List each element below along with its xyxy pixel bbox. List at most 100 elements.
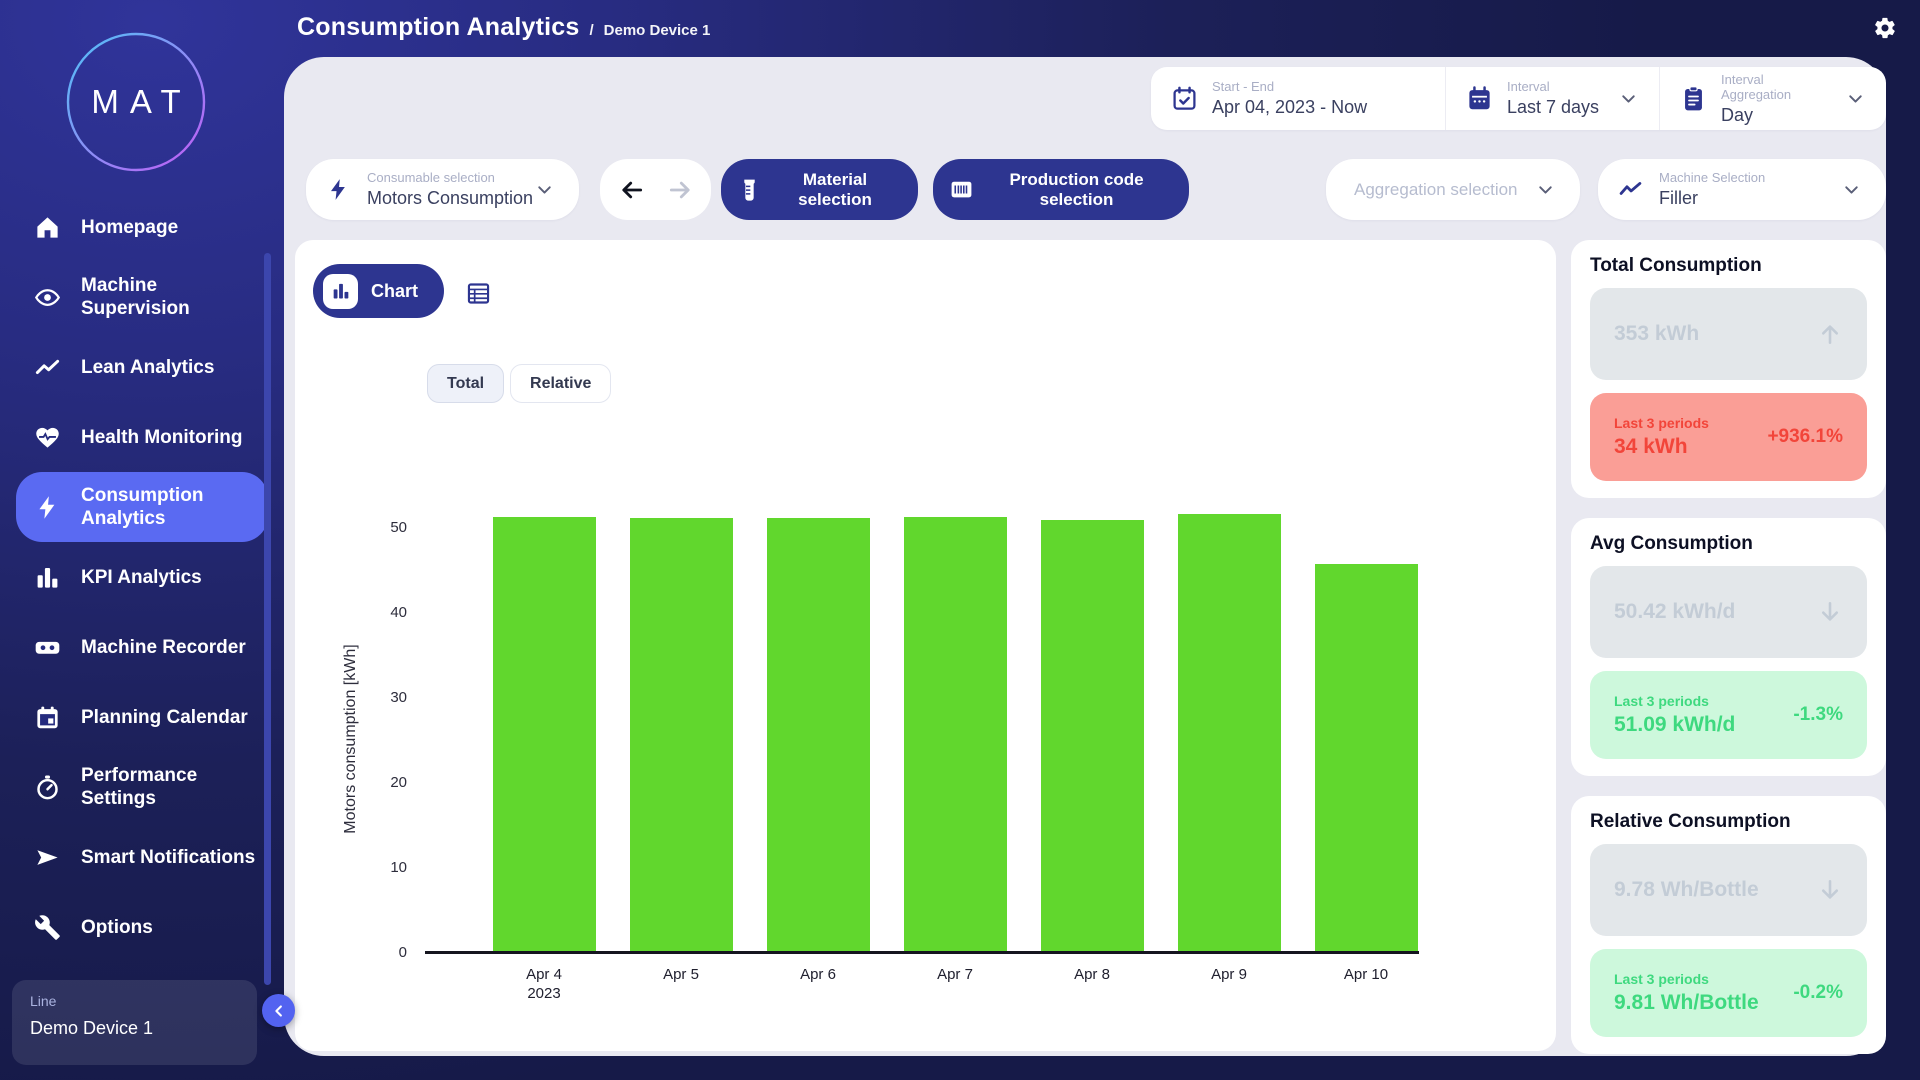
material-selection-label: Material selection (798, 169, 872, 209)
stat-card-total-consumption: Total Consumption 353 kWh Last 3 periods 34… (1571, 240, 1886, 498)
arrow-down-icon (1817, 599, 1843, 625)
y-tick-0: 0 (398, 944, 407, 961)
aggregation-selection-dropdown[interactable]: Aggregation selection (1326, 159, 1580, 220)
machine-line-icon (1618, 177, 1643, 202)
sidebar-item-machine-supervision[interactable]: Machine Supervision (16, 262, 268, 332)
time-filter-card: Start - End Apr 04, 2023 - Now Interval … (1151, 67, 1886, 130)
machine-selection-dropdown[interactable]: Machine Selection Filler (1598, 159, 1886, 220)
wrench-icon (34, 914, 61, 941)
toggle-total[interactable]: Total (427, 364, 505, 403)
breadcrumb-separator: / (589, 22, 594, 39)
eye-icon (34, 284, 61, 311)
bar-apr-8[interactable] (1040, 519, 1144, 953)
barcode-icon (949, 177, 974, 202)
stat-delta-percent: +936.1% (1767, 426, 1843, 447)
stat-current-value: 9.78 Wh/Bottle (1614, 878, 1759, 901)
date-range-label: Start - End (1212, 79, 1275, 94)
chart-card: Chart Total Relative Motors consumption [… (295, 240, 1556, 1051)
sidebar-item-label: Planning Calendar (81, 706, 248, 728)
toggle-relative[interactable]: Relative (510, 364, 612, 403)
sidebar-item-homepage[interactable]: Homepage (16, 192, 268, 262)
stat-delta-label: Last 3 periods (1614, 693, 1709, 709)
chevron-down-icon (1618, 88, 1639, 109)
sidebar-item-health-monitoring[interactable]: Health Monitoring (16, 402, 268, 472)
machine-selection-label: Machine Selection (1659, 170, 1766, 185)
stat-delta-percent: -1.3% (1793, 704, 1843, 725)
chart-view-label: Chart (371, 280, 419, 301)
production-code-selection-button[interactable]: Production code selection (933, 159, 1189, 220)
logo-text: MAT (91, 83, 192, 120)
consumable-selection-dropdown[interactable]: Consumable selection Motors Consumption (306, 159, 579, 220)
sidebar-scrollbar[interactable] (264, 253, 271, 985)
machine-selection-value: Filler (1659, 188, 1698, 208)
sidebar-item-options[interactable]: Options (16, 892, 268, 962)
stat-delta-box: Last 3 periods 51.09 kWh/d -1.3% (1590, 671, 1867, 759)
interval-label: Interval (1507, 79, 1550, 94)
settings-gear-icon[interactable] (1873, 16, 1897, 40)
interval-field[interactable]: Interval Last 7 days (1445, 67, 1659, 130)
interval-aggregation-value: Day (1721, 104, 1754, 125)
chevron-down-icon (1841, 179, 1862, 200)
consumable-selection-value: Motors Consumption (367, 188, 534, 208)
bar-chart-icon (323, 273, 358, 309)
bar-apr-4[interactable] (492, 516, 596, 953)
x-tick-apr-5: Apr 5 (663, 966, 699, 983)
interval-aggregation-field[interactable]: Interval Aggregation Day (1659, 67, 1886, 130)
device-card[interactable]: Line Demo Device 1 (12, 980, 257, 1065)
bar-apr-5[interactable] (629, 517, 733, 953)
stat-delta-value: 9.81 Wh/Bottle (1614, 991, 1759, 1014)
material-selection-button[interactable]: Material selection (721, 159, 918, 220)
y-tick-20: 20 (390, 774, 407, 791)
recorder-icon (34, 634, 61, 661)
stats-column: Total Consumption 353 kWh Last 3 periods 34… (1571, 240, 1886, 1054)
bar-apr-7[interactable] (903, 516, 1007, 953)
sidebar-item-consumption-analytics[interactable]: Consumption Analytics (16, 472, 268, 542)
stat-delta-box: Last 3 periods 9.81 Wh/Bottle -0.2% (1590, 949, 1867, 1037)
sidebar-item-label: Performance Settings (81, 765, 198, 809)
calendar-icon (1466, 85, 1493, 112)
x-tick-apr-8: Apr 8 (1074, 966, 1110, 983)
brand-logo: MAT (66, 32, 206, 172)
period-nav-arrows (600, 159, 711, 220)
previous-period-button[interactable] (619, 177, 645, 203)
device-card-value: Demo Device 1 (30, 1018, 154, 1038)
table-view-icon[interactable] (465, 280, 492, 307)
home-icon (34, 214, 61, 241)
sidebar-item-label: Lean Analytics (81, 356, 215, 378)
sidebar-item-planning-calendar[interactable]: Planning Calendar (16, 682, 268, 752)
next-period-button[interactable] (667, 177, 693, 203)
arrow-down-icon (1817, 877, 1843, 903)
chevron-down-icon (1535, 179, 1556, 200)
consumable-selection-label: Consumable selection (367, 170, 495, 185)
material-beaker-icon (737, 177, 762, 202)
page-header: Consumption Analytics / Demo Device 1 (297, 13, 710, 42)
bar-apr-6[interactable] (766, 517, 870, 953)
sidebar-item-machine-recorder[interactable]: Machine Recorder (16, 612, 268, 682)
gauge-icon (34, 774, 61, 801)
chart-view-button[interactable]: Chart (313, 264, 445, 318)
sidebar-item-label: KPI Analytics (81, 566, 202, 588)
stat-card-avg-consumption: Avg Consumption 50.42 kWh/d Last 3 periods… (1571, 518, 1886, 776)
date-range-value: Apr 04, 2023 - Now (1212, 97, 1368, 117)
date-range-field[interactable]: Start - End Apr 04, 2023 - Now (1151, 67, 1445, 130)
sidebar-collapse-button[interactable] (262, 994, 295, 1027)
sidebar-item-lean-analytics[interactable]: Lean Analytics (16, 332, 268, 402)
stat-delta-value: 34 kWh (1614, 435, 1688, 458)
bar-apr-10[interactable] (1314, 563, 1418, 953)
sidebar-item-smart-notifications[interactable]: Smart Notifications (16, 822, 268, 892)
x-tick-apr-9: Apr 9 (1211, 966, 1247, 983)
breadcrumb-device: Demo Device 1 (603, 22, 711, 39)
sidebar-item-label: Smart Notifications (81, 846, 256, 868)
stat-current-box: 50.42 kWh/d (1590, 566, 1867, 658)
stat-title: Avg Consumption (1590, 533, 1753, 554)
sidebar-item-label: Options (81, 916, 153, 938)
interval-value: Last 7 days (1507, 97, 1600, 117)
bar-apr-9[interactable] (1177, 513, 1281, 953)
stat-current-value: 353 kWh (1614, 322, 1700, 345)
calendar-check-icon (1171, 85, 1198, 112)
chevron-left-icon (270, 1002, 288, 1020)
x-tick-apr-6: Apr 6 (800, 966, 836, 983)
sidebar-item-kpi-analytics[interactable]: KPI Analytics (16, 542, 268, 612)
sidebar-item-performance-settings[interactable]: Performance Settings (16, 752, 268, 822)
